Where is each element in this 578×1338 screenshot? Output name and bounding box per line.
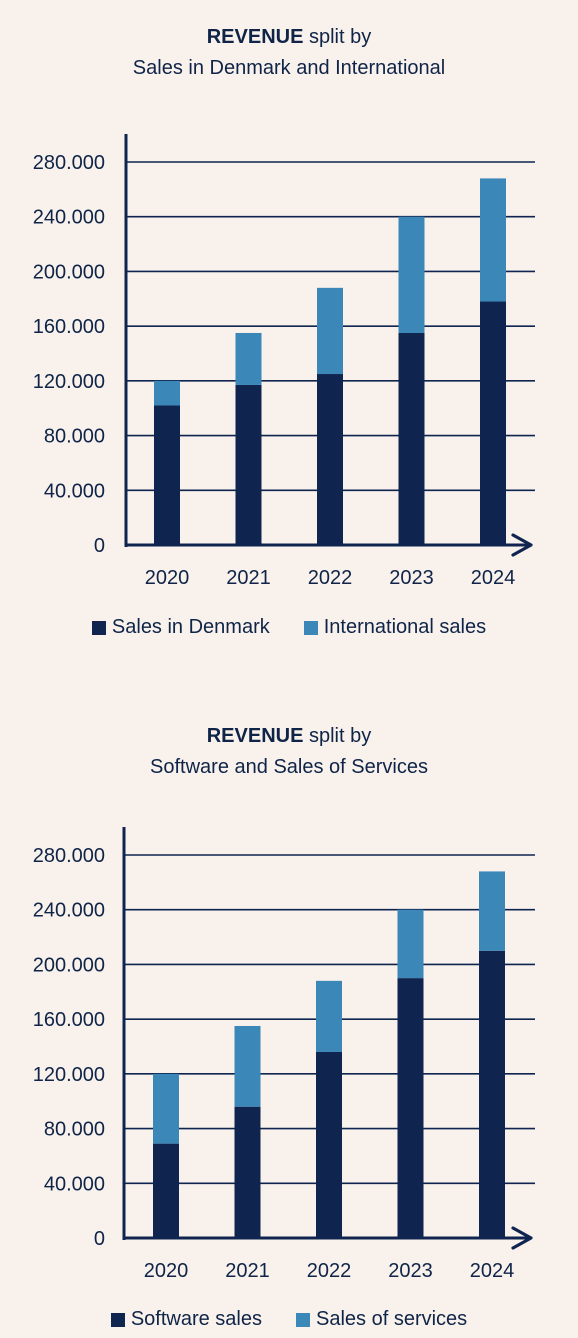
bar-segment-primary [479, 950, 505, 1238]
bar-segment-secondary [480, 178, 506, 302]
chart-1-subtitle: Sales in Denmark and International [132, 57, 446, 79]
y-tick-label: 240.000 [33, 207, 105, 229]
y-tick-label: 240.000 [33, 900, 105, 922]
x-tick-label: 2020 [144, 1260, 189, 1282]
y-tick-label: 40.000 [44, 1173, 105, 1195]
bar-segment-primary [153, 1143, 179, 1238]
legend-item-sales-of-services: Sales of services [296, 1308, 467, 1331]
chart-1-title-rest: split by [303, 26, 372, 48]
bar-segment-primary [235, 384, 262, 545]
x-tick-label: 2024 [471, 567, 516, 589]
bar-segment-primary [398, 332, 425, 545]
y-tick-label: 160.000 [33, 1009, 105, 1031]
bar-segment-secondary [316, 980, 342, 1052]
bar-segment-primary [480, 301, 506, 545]
legend-label-sales-of-services: Sales of services [316, 1308, 468, 1330]
chart-1-title: REVENUE split by Sales in Denmark and In… [0, 22, 578, 84]
x-tick-label: 2021 [225, 1260, 270, 1282]
y-tick-label: 120.000 [33, 1064, 105, 1086]
legend-item-software-sales: Software sales [110, 1308, 262, 1331]
bar-segment-secondary [235, 332, 262, 385]
bar-segment-secondary [398, 216, 425, 333]
x-axis-arrow-icon [511, 533, 533, 557]
bar-segment-primary [317, 374, 343, 545]
x-tick-label: 2021 [226, 567, 271, 589]
x-tick-label: 2023 [388, 1260, 433, 1282]
x-axis-arrow-icon [511, 1226, 533, 1250]
x-tick-label: 2022 [308, 567, 353, 589]
bar-segment-primary [154, 405, 180, 545]
bar-segment-primary [397, 978, 424, 1238]
y-tick-label: 40.000 [44, 480, 105, 502]
y-tick-label: 160.000 [33, 316, 105, 338]
bar-segment-primary [234, 1106, 261, 1238]
chart-1-plot: 0 40.000 80.000 120.000 160.000 200.000 240.00… [33, 134, 535, 589]
legend-item-international-sales: International sales [303, 616, 487, 639]
legend-item-sales-denmark: Sales in Denmark [91, 616, 270, 639]
chart-2-title-rest: split by [303, 725, 372, 747]
chart-2-title: REVENUE split by Software and Sales of S… [0, 721, 578, 783]
y-tick-label: 120.000 [33, 371, 105, 393]
bar-segment-secondary [153, 1073, 179, 1144]
y-tick-label: 200.000 [33, 261, 105, 283]
legend-swatch-international-sales [303, 620, 318, 635]
bar-segment-secondary [317, 287, 343, 375]
y-tick-label: 200.000 [33, 954, 105, 976]
chart-2-subtitle: Software and Sales of Services [150, 756, 428, 778]
chart-1-title-bold: REVENUE [206, 26, 304, 48]
legend-label-sales-denmark: Sales in Denmark [111, 616, 270, 638]
y-tick-label: 0 [94, 1228, 105, 1250]
legend-label-international-sales: International sales [323, 616, 487, 638]
bar-segment-secondary [154, 380, 180, 406]
legend-swatch-sales-denmark [91, 620, 106, 635]
y-tick-label: 280.000 [33, 152, 105, 174]
x-tick-label: 2023 [389, 567, 434, 589]
bar-segment-secondary [234, 1025, 261, 1107]
x-tick-label: 2022 [307, 1260, 352, 1282]
x-tick-label: 2020 [145, 567, 190, 589]
y-tick-label: 80.000 [44, 426, 105, 448]
chart-2-title-bold: REVENUE [206, 725, 304, 747]
y-tick-label: 80.000 [44, 1119, 105, 1141]
y-tick-label: 0 [94, 535, 105, 557]
bar-segment-primary [316, 1051, 342, 1238]
bar-segment-secondary [479, 871, 505, 951]
legend-swatch-sales-of-services [296, 1312, 310, 1327]
x-tick-label: 2024 [470, 1260, 515, 1282]
chart-2-legend: Software sales Sales of services [0, 1308, 578, 1331]
y-tick-label: 280.000 [33, 845, 105, 867]
bar-segment-secondary [397, 909, 424, 979]
chart-1-legend: Sales in Denmark International sales [0, 616, 578, 639]
legend-label-software-sales: Software sales [130, 1308, 262, 1330]
legend-swatch-software-sales [110, 1312, 125, 1327]
chart-2-plot: 0 40.000 80.000 120.000 160.000 200.000 240.00… [33, 827, 535, 1282]
